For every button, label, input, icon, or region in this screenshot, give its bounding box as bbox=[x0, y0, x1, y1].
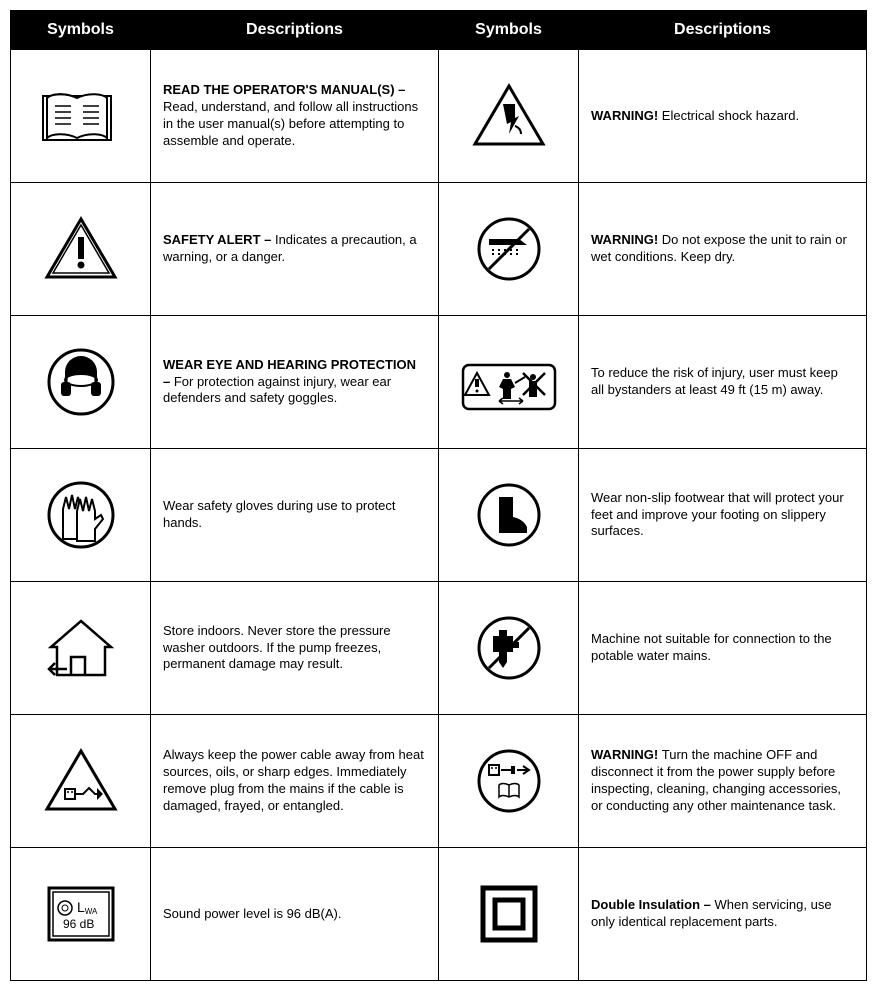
symbol-cell bbox=[439, 316, 579, 449]
description-cell: Double Insulation – When servicing, use … bbox=[579, 848, 867, 981]
desc-bold: Double Insulation – bbox=[591, 897, 715, 912]
desc-bold: WARNING! bbox=[591, 747, 662, 762]
sound-db-value: 96 dB bbox=[63, 917, 94, 931]
description-cell: To reduce the risk of injury, user must … bbox=[579, 316, 867, 449]
table-row: LWA 96 dB Sound power level is 96 dB(A).… bbox=[11, 848, 867, 981]
description-cell: Sound power level is 96 dB(A). bbox=[151, 848, 439, 981]
unplug-manual-icon bbox=[469, 741, 549, 821]
description-cell: SAFETY ALERT – Indicates a precaution, a… bbox=[151, 183, 439, 316]
symbol-cell bbox=[439, 848, 579, 981]
desc-text: Wear non-slip footwear that will protect… bbox=[591, 490, 844, 539]
symbol-cell bbox=[11, 183, 151, 316]
header-symbols-1: Symbols bbox=[11, 11, 151, 50]
description-cell: Store indoors. Never store the pressure … bbox=[151, 582, 439, 715]
eye-ear-icon bbox=[41, 342, 121, 422]
symbol-cell bbox=[11, 50, 151, 183]
header-descriptions-2: Descriptions bbox=[579, 11, 867, 50]
table-row: Always keep the power cable away from he… bbox=[11, 715, 867, 848]
desc-text: Store indoors. Never store the pressure … bbox=[163, 623, 391, 672]
symbol-cell bbox=[439, 715, 579, 848]
desc-bold: SAFETY ALERT – bbox=[163, 232, 275, 247]
symbol-cell bbox=[11, 715, 151, 848]
description-cell: Wear non-slip footwear that will protect… bbox=[579, 449, 867, 582]
description-cell: Always keep the power cable away from he… bbox=[151, 715, 439, 848]
desc-bold: READ THE OPERATOR'S MANUAL(S) – bbox=[163, 82, 405, 97]
description-cell: READ THE OPERATOR'S MANUAL(S) – Read, un… bbox=[151, 50, 439, 183]
boots-icon bbox=[469, 475, 549, 555]
symbol-cell bbox=[439, 183, 579, 316]
table-body: READ THE OPERATOR'S MANUAL(S) – Read, un… bbox=[11, 50, 867, 981]
shock-icon bbox=[469, 78, 549, 154]
desc-text: Sound power level is 96 dB(A). bbox=[163, 906, 341, 921]
indoors-icon bbox=[41, 609, 121, 687]
symbol-cell: LWA 96 dB bbox=[11, 848, 151, 981]
table-row: READ THE OPERATOR'S MANUAL(S) – Read, un… bbox=[11, 50, 867, 183]
table-row: Wear safety gloves during use to protect… bbox=[11, 449, 867, 582]
desc-text: To reduce the risk of injury, user must … bbox=[591, 365, 838, 397]
desc-text: For protection against injury, wear ear … bbox=[163, 374, 391, 406]
table-row: SAFETY ALERT – Indicates a precaution, a… bbox=[11, 183, 867, 316]
table-header-row: Symbols Descriptions Symbols Description… bbox=[11, 11, 867, 50]
no-tap-icon bbox=[469, 608, 549, 688]
symbol-cell bbox=[439, 582, 579, 715]
table-row: Store indoors. Never store the pressure … bbox=[11, 582, 867, 715]
symbol-cell bbox=[11, 316, 151, 449]
description-cell: Wear safety gloves during use to protect… bbox=[151, 449, 439, 582]
manual-icon bbox=[37, 78, 125, 154]
desc-text: Always keep the power cable away from he… bbox=[163, 747, 424, 813]
desc-text: Machine not suitable for connection to t… bbox=[591, 631, 832, 663]
symbol-cell bbox=[11, 449, 151, 582]
header-symbols-2: Symbols bbox=[439, 11, 579, 50]
description-cell: WARNING! Electrical shock hazard. bbox=[579, 50, 867, 183]
desc-text: Read, understand, and follow all instruc… bbox=[163, 99, 418, 148]
symbol-cell bbox=[439, 50, 579, 183]
alert-icon bbox=[41, 211, 121, 287]
safety-symbols-table: Symbols Descriptions Symbols Description… bbox=[10, 10, 867, 981]
symbol-cell bbox=[439, 449, 579, 582]
cable-warn-icon bbox=[41, 743, 121, 819]
header-descriptions-1: Descriptions bbox=[151, 11, 439, 50]
desc-text: Wear safety gloves during use to protect… bbox=[163, 498, 395, 530]
description-cell: WEAR EYE AND HEARING PROTECTION – For pr… bbox=[151, 316, 439, 449]
sound-icon: LWA 96 dB bbox=[41, 874, 121, 954]
double-insulation-icon bbox=[469, 874, 549, 954]
description-cell: Machine not suitable for connection to t… bbox=[579, 582, 867, 715]
bystanders-icon bbox=[459, 347, 559, 417]
symbol-cell bbox=[11, 582, 151, 715]
desc-bold: WARNING! bbox=[591, 108, 662, 123]
no-rain-icon bbox=[469, 209, 549, 289]
desc-bold: WARNING! bbox=[591, 232, 662, 247]
table-row: WEAR EYE AND HEARING PROTECTION – For pr… bbox=[11, 316, 867, 449]
desc-text: Electrical shock hazard. bbox=[662, 108, 799, 123]
description-cell: WARNING! Turn the machine OFF and discon… bbox=[579, 715, 867, 848]
gloves-icon bbox=[41, 475, 121, 555]
description-cell: WARNING! Do not expose the unit to rain … bbox=[579, 183, 867, 316]
